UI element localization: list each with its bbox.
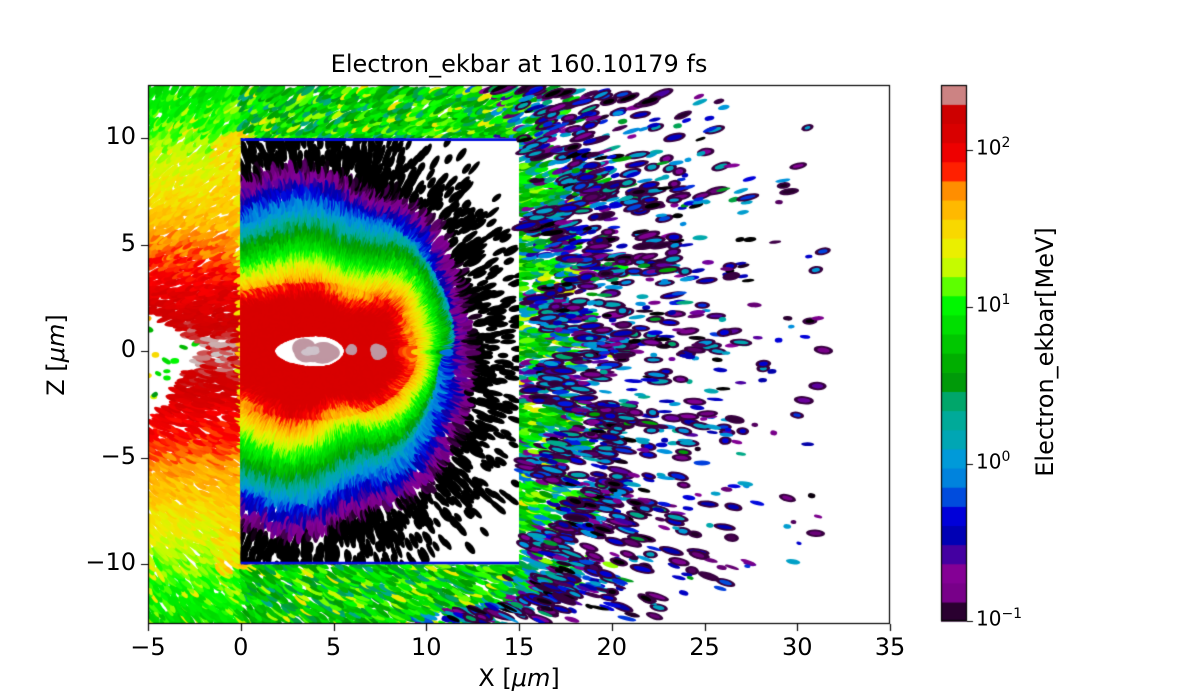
y-tick-label: 5: [120, 228, 136, 257]
y-axis-label: Z [μm]: [42, 255, 70, 455]
colorbar-tick-label: 102: [976, 135, 1011, 160]
colorbar-label: Electron_ekbar[MeV]: [1031, 227, 1059, 477]
plot-title: Electron_ekbar at 160.10179 fs: [330, 50, 708, 78]
x-tick-label: 25: [689, 633, 720, 661]
y-tick-label: −10: [85, 548, 136, 577]
x-axis-label-suffix: ]: [550, 664, 560, 692]
y-axis-label-unit: μm: [42, 323, 70, 363]
x-tick-label: 20: [596, 633, 628, 661]
x-axis-label-prefix: X [: [478, 664, 512, 692]
x-tick-label: 10: [410, 633, 442, 661]
x-tick-label: −5: [130, 633, 166, 661]
colorbar-tick-label: 10−1: [976, 606, 1023, 631]
y-axis-label-prefix: Z [: [42, 362, 70, 396]
x-axis-label: X [μm]: [148, 664, 890, 692]
x-tick-label: 30: [781, 633, 813, 661]
x-tick-label: 15: [503, 633, 535, 661]
x-axis-label-unit: μm: [511, 664, 551, 692]
x-tick-label: 0: [233, 633, 249, 661]
y-tick-label: −5: [100, 441, 136, 470]
x-tick-label: 35: [874, 633, 906, 661]
x-tick-label: 5: [325, 633, 342, 661]
y-axis-label-suffix: ]: [42, 314, 70, 324]
colorbar-tick-label: 100: [976, 449, 1011, 474]
y-tick-label: 0: [120, 335, 136, 364]
colorbar-tick-label: 101: [976, 292, 1011, 317]
y-tick-label: 10: [105, 122, 136, 151]
